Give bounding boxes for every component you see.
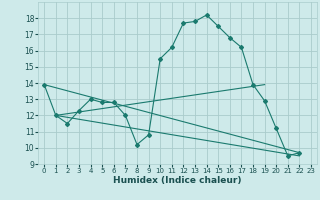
X-axis label: Humidex (Indice chaleur): Humidex (Indice chaleur) xyxy=(113,176,242,185)
